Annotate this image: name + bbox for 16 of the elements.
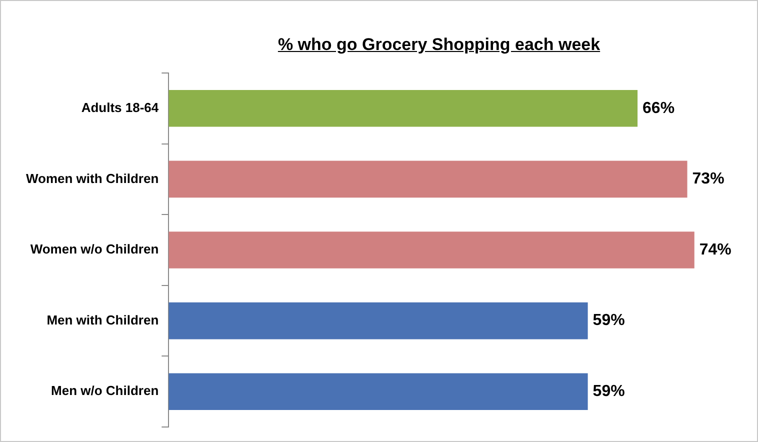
data-label: 73% <box>692 170 724 188</box>
y-tick-label: Adults 18-64 <box>81 100 160 115</box>
y-tick-label: Women w/o Children <box>30 242 159 257</box>
data-label: 59% <box>592 383 625 400</box>
bar <box>168 90 638 127</box>
bar <box>168 302 588 340</box>
y-tick-label: Men w/o Children <box>51 383 159 398</box>
bar <box>168 160 688 198</box>
chart-title: % who go Grocery Shopping each week <box>276 35 602 55</box>
y-tick-label: Men with Children <box>46 312 159 328</box>
y-tick-label: Women with Children <box>26 170 159 186</box>
data-label: 59% <box>592 312 625 330</box>
data-label: 66% <box>642 100 675 117</box>
bar <box>168 373 588 410</box>
bar <box>168 232 694 268</box>
data-label: 74% <box>699 241 732 258</box>
